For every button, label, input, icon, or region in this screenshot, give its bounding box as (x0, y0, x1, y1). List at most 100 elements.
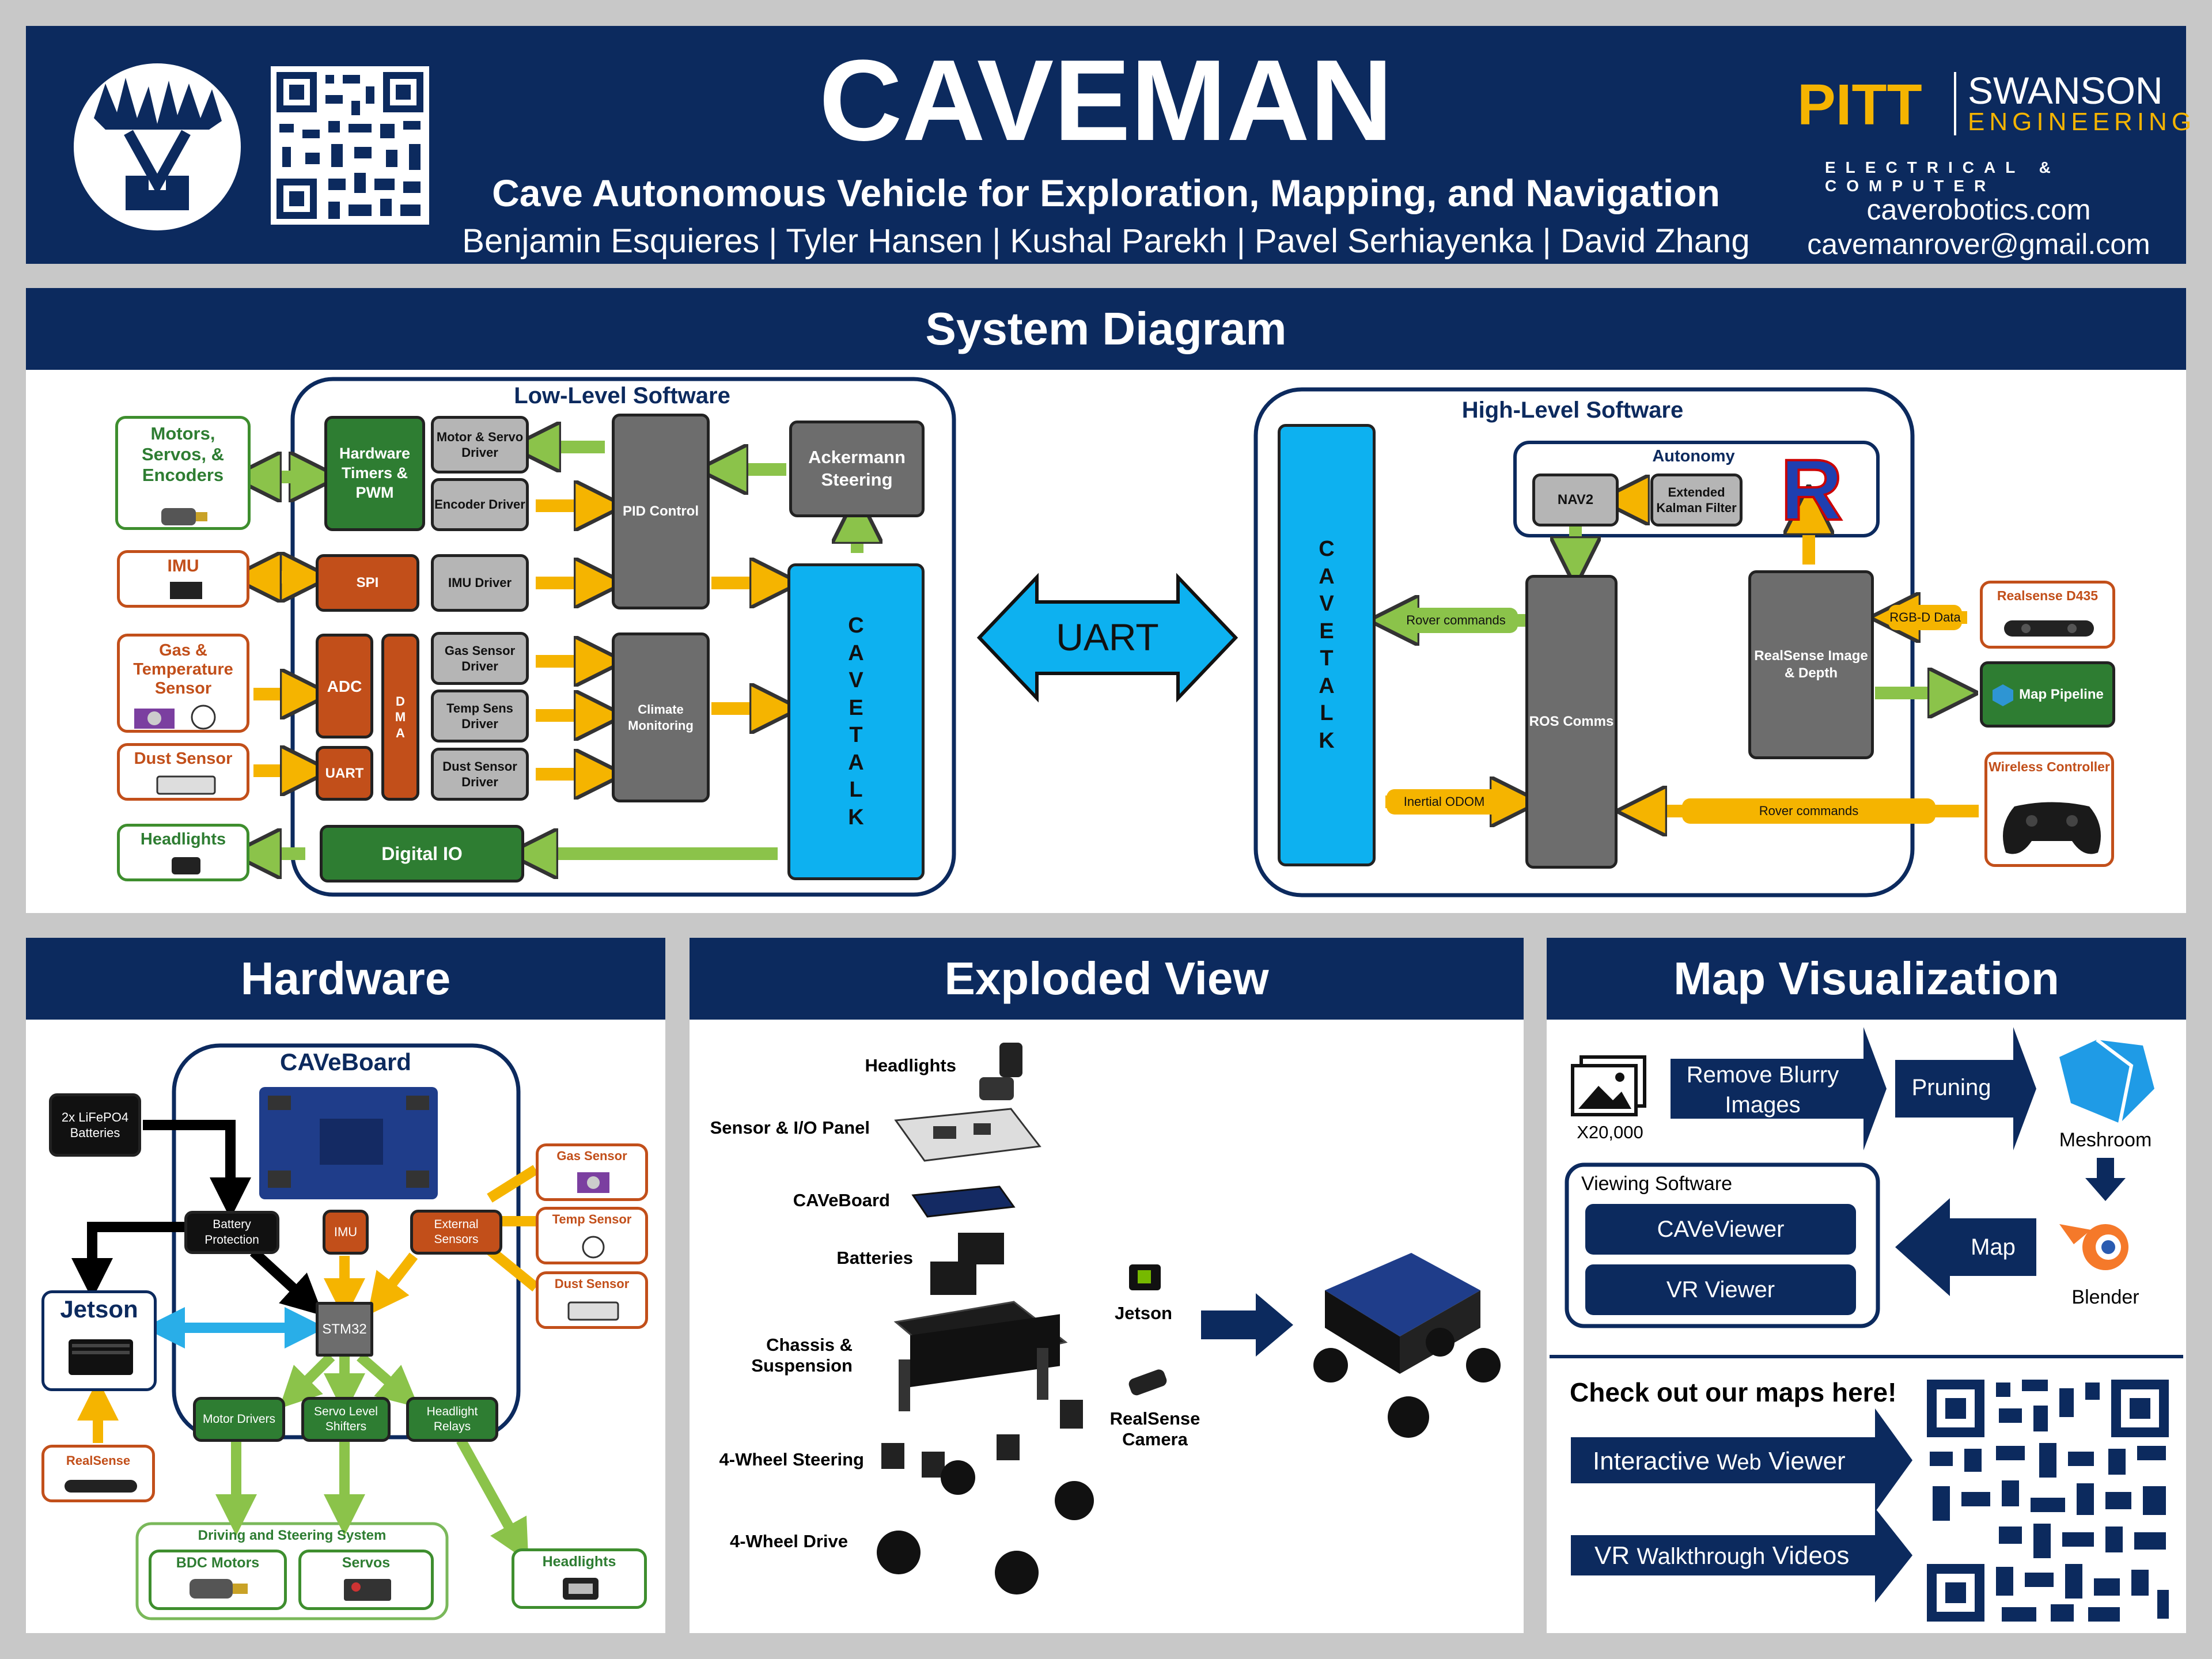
remove-blurry-label: Remove Blurry Images (1686, 1062, 1839, 1118)
dust-sensor-label: Dust Sensor (554, 1277, 630, 1291)
poster-title: CAVEMAN (819, 36, 1393, 165)
cavetalk-letter: K (1319, 728, 1335, 753)
driving-steering-title: Driving and Steering System (198, 1528, 387, 1543)
motor-icon (190, 1579, 248, 1599)
cavetalk-letter: C (848, 613, 864, 638)
cavetalk-letter: K (848, 805, 864, 830)
rgbd-data: RGB-D Data (1888, 605, 1962, 630)
cavetalk-letter: L (1320, 701, 1334, 725)
inertial-odom: Inertial ODOM (1387, 789, 1502, 815)
qr-code-icon[interactable] (271, 66, 429, 225)
hw-temp-sensor: Temp Sensor (536, 1207, 648, 1264)
map-visualization-header: Map Visualization (1547, 938, 2186, 1020)
exploded-label-chassis: Chassis & Suspension (751, 1335, 853, 1376)
temp-probe-icon (582, 1236, 605, 1259)
cavetalk-letter: A (848, 641, 864, 665)
dust-sensor-icon (156, 775, 216, 795)
sensor-panel-icon (894, 1108, 1041, 1162)
hardware-timers-pwm: Hardware Timers & PWM (324, 416, 425, 531)
map-step-label: Map (1971, 1234, 2016, 1260)
remove-blurry-arrow (1671, 1027, 1887, 1150)
headlight-icon (172, 857, 200, 874)
realsense-d435-label: Realsense D435 (1997, 588, 2099, 603)
gas-temp-sensor: Gas & Temperature Sensor (117, 634, 249, 733)
spi-block: SPI (316, 554, 419, 612)
exploded-label-drive: 4-Wheel Drive (729, 1531, 848, 1551)
ekf-block: Extended Kalman Filter (1650, 474, 1743, 527)
ackermann-steering: Ackermann Steering (789, 421, 925, 517)
exploded-label-batteries: Batteries (836, 1248, 913, 1268)
web-viewer-link[interactable]: Interactive Web Viewer (1593, 1447, 1881, 1476)
motors-servos-encoders: Motors, Servos, & Encoders (115, 416, 251, 530)
email-link[interactable]: cavemanrover@gmail.com (1807, 228, 2150, 260)
autonomy-title: Autonomy (1652, 447, 1735, 465)
dust-sensor: Dust Sensor (117, 743, 249, 801)
vr-videos-link[interactable]: VR Walkthrough Videos (1594, 1541, 1883, 1570)
viewing-software-title: Viewing Software (1581, 1173, 1733, 1195)
headlights-output: Headlights (117, 824, 249, 881)
meshroom-label: Meshroom (2059, 1129, 2152, 1151)
uart-block: UART (316, 746, 373, 801)
web-viewer-text: Viewer (1761, 1447, 1846, 1475)
headlights-label: Headlights (542, 1554, 616, 1570)
website-link[interactable]: caverobotics.com (1866, 194, 2091, 226)
headlights-label: Headlights (140, 830, 226, 849)
check-out-maps: Check out our maps here! (1570, 1377, 1897, 1407)
hw-jetson: Jetson (41, 1290, 157, 1391)
high-level-title: High-Level Software (1461, 397, 1684, 423)
cavetalk-letter: A (848, 750, 864, 775)
hw-servos: Servos (298, 1550, 434, 1610)
gas-sensor-icon (577, 1172, 609, 1193)
map-pipeline-label: Map Pipeline (2019, 686, 2104, 702)
digital-io: Digital IO (320, 825, 524, 882)
wireless-controller-label: Wireless Controller (1988, 759, 2110, 774)
department-wordmark: ELECTRICAL & COMPUTER (1825, 158, 2061, 195)
vr-viewer-button[interactable]: VR Viewer (1585, 1264, 1856, 1315)
cavetalk-letter: E (849, 695, 863, 720)
gas-sensor-driver: Gas Sensor Driver (431, 632, 529, 685)
meshroom-small-icon (1993, 684, 2014, 706)
cavetalk-letter: T (1320, 646, 1334, 671)
imu-chip-icon (170, 582, 202, 599)
caveviewer-button[interactable]: CAVeViewer (1585, 1204, 1856, 1255)
realsense-image-depth: RealSense Image & Depth (1748, 570, 1874, 759)
uart-link-label: UART (1056, 616, 1159, 658)
ros-comms: ROS Comms (1525, 575, 1618, 869)
swanson-wordmark: SWANSON (1968, 69, 2163, 112)
jetson-label: Jetson (60, 1296, 138, 1323)
cavetalk-letter: C (1319, 537, 1335, 561)
exploded-view-panel: Exploded View (690, 938, 1524, 1633)
dust-sensor-driver: Dust Sensor Driver (431, 748, 529, 801)
blender-logo-icon (2059, 1224, 2128, 1270)
poster-subtitle: Cave Autonomous Vehicle for Exploration,… (492, 172, 1720, 214)
motors-label: Motors, Servos, & Encoders (141, 423, 224, 485)
external-sensors: External Sensors (410, 1210, 502, 1255)
pitt-divider (1954, 72, 1956, 135)
headlight-icon (563, 1578, 599, 1600)
map-step-arrow (1895, 1198, 2036, 1296)
blender-label: Blender (2071, 1286, 2139, 1308)
hw-dust-sensor: Dust Sensor (536, 1271, 648, 1329)
realsense-label: RealSense (66, 1453, 131, 1468)
camera-icon (2004, 620, 2094, 637)
gas-temp-label: Gas & Temperature Sensor (133, 641, 233, 698)
web-viewer-text: Interactive (1593, 1447, 1717, 1475)
hw-headlights: Headlights (512, 1548, 647, 1609)
assembled-rover-icon (1313, 1253, 1501, 1438)
gas-sensor-label: Gas Sensor (556, 1149, 627, 1163)
pid-control: PID Control (612, 414, 710, 609)
vr-videos-text: VR (1594, 1541, 1637, 1570)
cavetalk-letter: T (849, 723, 863, 747)
imu-sensor: IMU (117, 550, 249, 608)
map-qr-code-icon (1918, 1371, 2177, 1630)
battery-protection: Battery Protection (184, 1211, 279, 1254)
battery-parts-icon (930, 1233, 1004, 1295)
cavetalk-letter: L (849, 778, 863, 802)
realsense-d435: Realsense D435 (1980, 581, 2115, 649)
wireless-controller: Wireless Controller (1984, 752, 2114, 867)
exploded-label-jetson: Jetson (1115, 1303, 1172, 1323)
cavetalk-letter: E (1319, 619, 1334, 643)
cavetalk-letter: V (849, 668, 863, 692)
chassis-part-icon (893, 1301, 1068, 1411)
